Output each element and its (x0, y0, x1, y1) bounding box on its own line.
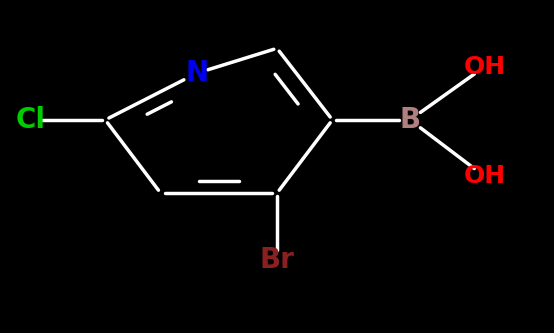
Text: Cl: Cl (16, 106, 45, 134)
Text: N: N (185, 59, 208, 87)
Text: Br: Br (260, 246, 294, 274)
Text: OH: OH (464, 55, 506, 79)
Text: B: B (399, 106, 420, 134)
Text: OH: OH (464, 165, 506, 188)
